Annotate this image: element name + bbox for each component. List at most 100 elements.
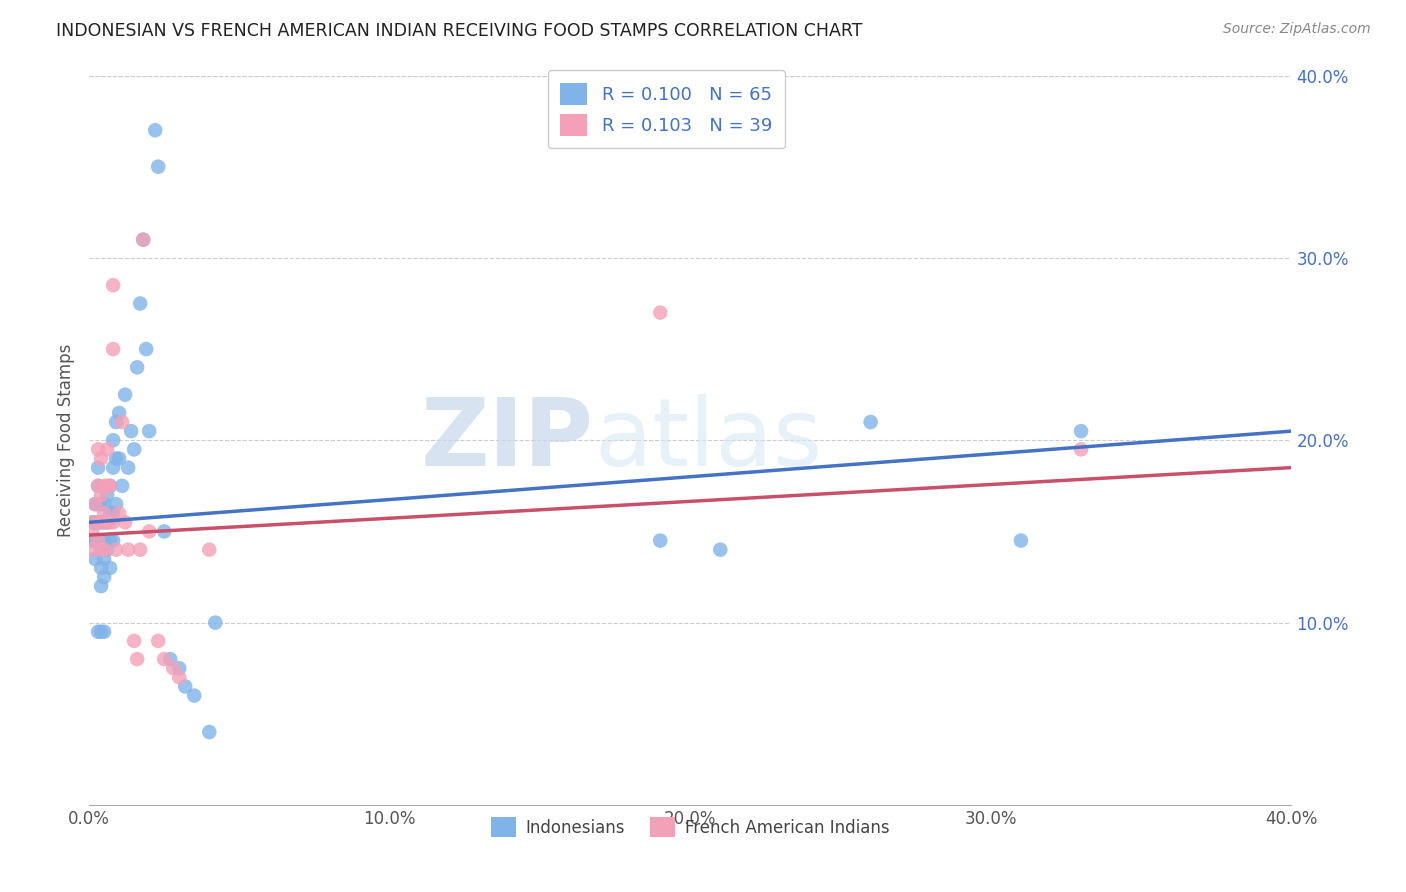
Point [98,533,121,548]
Point [90,488,112,502]
Point [159,652,181,666]
Point [84,497,107,511]
Point [167,670,190,684]
Point [650,533,672,548]
Point [129,296,152,310]
Point [87,479,110,493]
Point [120,424,142,438]
Point [122,442,145,457]
Point [87,497,110,511]
Point [98,479,121,493]
Y-axis label: Receiving Food Stamps: Receiving Food Stamps [58,343,75,537]
Point [117,542,139,557]
Point [101,434,124,448]
Point [87,533,110,548]
Point [153,652,176,666]
Point [93,542,115,557]
Point [84,516,107,530]
Point [114,387,136,401]
Point [650,305,672,319]
Point [101,342,124,356]
Point [138,524,160,539]
Point [111,479,134,493]
Point [90,624,112,639]
Point [132,233,155,247]
Point [90,516,112,530]
Point [204,615,226,630]
Point [148,160,170,174]
Point [101,516,124,530]
Point [90,516,112,530]
Point [84,551,107,566]
Point [84,533,107,548]
Point [96,488,118,502]
Point [87,516,110,530]
Point [80,533,103,548]
Point [80,542,103,557]
Point [90,497,112,511]
Legend: Indonesians, French American Indians: Indonesians, French American Indians [484,811,897,844]
Point [87,460,110,475]
Point [198,725,221,739]
Point [105,497,128,511]
Point [183,689,205,703]
Point [105,415,128,429]
Point [101,506,124,520]
Point [98,479,121,493]
Point [98,561,121,575]
Point [114,516,136,530]
Point [87,624,110,639]
Point [138,424,160,438]
Point [198,542,221,557]
Point [93,506,115,520]
Point [80,516,103,530]
Point [153,524,176,539]
Point [93,533,115,548]
Point [90,561,112,575]
Point [80,524,103,539]
Point [1070,442,1092,457]
Point [1070,424,1092,438]
Point [93,497,115,511]
Point [167,661,190,675]
Point [122,633,145,648]
Point [84,497,107,511]
Point [859,415,882,429]
Point [108,451,131,466]
Point [96,516,118,530]
Point [84,516,107,530]
Point [90,542,112,557]
Point [129,542,152,557]
Point [93,624,115,639]
Point [96,542,118,557]
Point [127,652,149,666]
Point [111,415,134,429]
Point [709,542,731,557]
Point [87,479,110,493]
Point [96,516,118,530]
Point [90,542,112,557]
Point [87,442,110,457]
Point [90,451,112,466]
Point [143,123,166,137]
Point [101,278,124,293]
Point [96,479,118,493]
Text: INDONESIAN VS FRENCH AMERICAN INDIAN RECEIVING FOOD STAMPS CORRELATION CHART: INDONESIAN VS FRENCH AMERICAN INDIAN REC… [56,22,863,40]
Point [101,533,124,548]
Point [105,542,128,557]
Point [93,551,115,566]
Point [117,460,139,475]
Text: ZIP: ZIP [422,394,595,486]
Point [87,533,110,548]
Point [132,233,155,247]
Point [98,506,121,520]
Point [96,442,118,457]
Point [90,533,112,548]
Point [108,406,131,420]
Point [174,680,197,694]
Point [93,479,115,493]
Text: Source: ZipAtlas.com: Source: ZipAtlas.com [1223,22,1371,37]
Point [93,570,115,584]
Point [93,516,115,530]
Point [148,633,170,648]
